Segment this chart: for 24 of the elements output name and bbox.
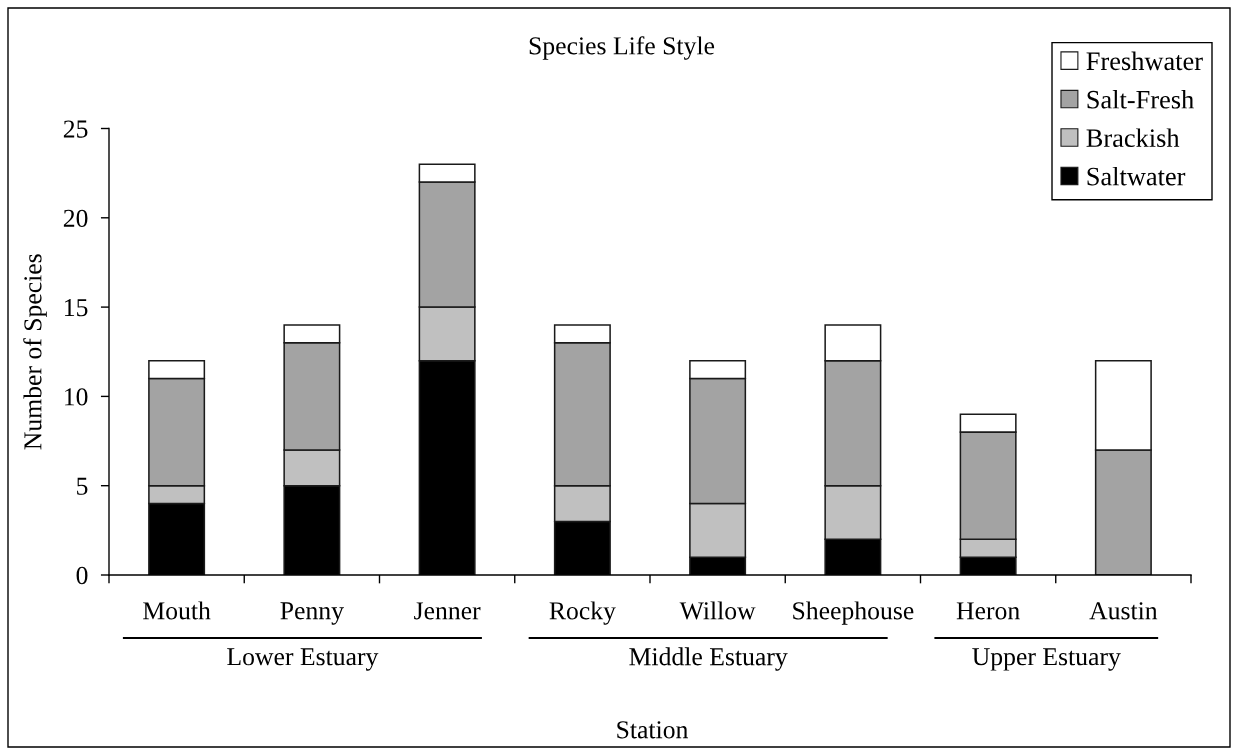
x-tick-label: Mouth <box>143 601 211 620</box>
legend-label: Brackish <box>1086 128 1180 148</box>
legend-label: Saltwater <box>1087 166 1186 186</box>
x-tick-label: Austin <box>1089 602 1158 620</box>
chart-title: Species Life Style <box>529 36 715 60</box>
text: Upper Estuary <box>972 648 1121 671</box>
x-tick-label: Rocky <box>549 601 616 625</box>
x-tick-label: Penny <box>280 602 344 625</box>
y-tick-label: 5 <box>77 477 88 495</box>
y-tick-label: 0 <box>76 566 88 585</box>
x-tick-label: Jenner <box>414 602 481 620</box>
y-tick-label: 15 <box>65 299 88 317</box>
x-tick-label: Willow <box>679 601 756 620</box>
x-tick-label: Heron <box>956 602 1020 620</box>
y-tick-label: 10 <box>65 388 88 406</box>
y-tick-label: 25 <box>63 120 88 138</box>
y-axis-title: Number of Species <box>23 254 47 450</box>
text: Lower Estuary <box>227 648 379 671</box>
x-axis-title: Station <box>617 721 689 739</box>
text: Middle Estuary <box>629 647 788 671</box>
x-tick-label: Sheephouse <box>793 601 914 625</box>
y-tick-label: 20 <box>63 209 88 227</box>
legend-label: Salt-Fresh <box>1087 90 1194 109</box>
legend-label: Freshwater <box>1086 51 1203 71</box>
